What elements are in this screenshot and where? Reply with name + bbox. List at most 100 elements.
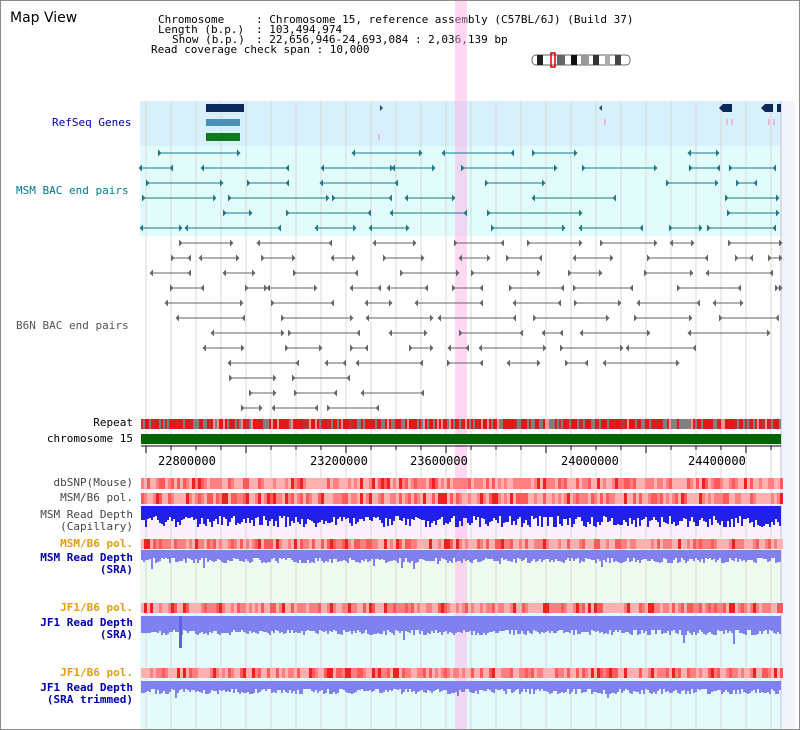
b6n-bac-pair-end	[579, 239, 583, 247]
repeat-segment	[171, 419, 173, 429]
dbsnp-density-cell	[621, 478, 624, 489]
chromosome-ideogram[interactable]	[531, 52, 631, 68]
repeat-segment	[769, 419, 771, 429]
jf1-sra-depth-bar	[243, 616, 245, 632]
msm-sra-depth-bar	[533, 550, 535, 559]
msm-depth-capillary-label-1[interactable]: MSM Read Depth	[40, 508, 133, 521]
msm-bac-pair-end	[179, 224, 183, 232]
msm-sra-depth-bar	[339, 550, 341, 561]
repeat-segment	[685, 419, 687, 429]
msm-sra-depth-bar	[169, 550, 171, 563]
msm-capillary-depth-bar	[517, 506, 519, 519]
msm-b6-pol-label[interactable]: MSM/B6 pol.	[60, 491, 133, 504]
msm-b6-pol-2-cell	[411, 539, 414, 549]
repeat-segment	[639, 419, 641, 429]
b6n-bac-label[interactable]: B6N BAC end pairs	[16, 319, 129, 332]
repeat-segment	[619, 419, 621, 429]
msm-bac-pair-end	[729, 164, 733, 172]
msm-capillary-depth-bar	[703, 506, 705, 521]
repeat-segment	[607, 419, 609, 429]
jf1-b6-pol-cell	[501, 603, 504, 613]
msm-sra-depth-bar	[279, 550, 281, 558]
dbsnp-density-cell	[270, 478, 273, 489]
msm-sra-depth-bar	[583, 550, 585, 562]
msm-sra-depth-bar	[585, 550, 587, 558]
repeat-segment	[491, 419, 493, 429]
jf1-sra-depth-bar	[501, 616, 503, 631]
msm-sra-depth-bar	[505, 550, 507, 559]
repeat-segment	[473, 419, 475, 429]
jf1-b6-pol-cell	[606, 603, 609, 613]
dbsnp-density-cell	[777, 478, 780, 489]
jf1-sra-depth-bar	[655, 616, 657, 634]
jf1-b6-pol-2-cell	[549, 668, 552, 678]
msm-b6-pol-2-label[interactable]: MSM/B6 pol.	[60, 537, 133, 550]
dbsnp-density-cell	[759, 478, 762, 489]
jf1-trim-depth-bar	[349, 681, 351, 693]
repeat-segment	[567, 419, 569, 429]
jf1-trim-depth-bar	[385, 681, 387, 690]
msm-capillary-depth-bar	[357, 506, 359, 522]
dbsnp-density-cell	[300, 478, 303, 489]
msm-b6-pol-cell	[252, 493, 255, 504]
msm-capillary-depth-bar	[545, 506, 547, 517]
msm-b6-pol-cell	[300, 493, 303, 504]
msm-b6-pol-cell	[450, 493, 453, 504]
jf1-b6-pol-cell	[141, 603, 144, 613]
msm-b6-pol-2-cell	[405, 539, 408, 549]
jf1-sra-depth-bar	[569, 616, 571, 633]
dbsnp-density-cell	[618, 478, 621, 489]
jf1-b6-pol-2-cell	[519, 668, 522, 678]
msm-b6-pol-cell	[297, 493, 300, 504]
jf1-depth-trim-label-1[interactable]: JF1 Read Depth	[40, 681, 133, 694]
msm-sra-depth-bar	[167, 550, 169, 559]
jf1-b6-pol-cell	[345, 603, 348, 613]
jf1-b6-pol-label[interactable]: JF1/B6 pol.	[60, 601, 133, 614]
msm-capillary-depth-bar	[603, 506, 605, 516]
repeat-segment	[547, 419, 549, 429]
dbsnp-density-cell	[255, 478, 258, 489]
jf1-sra-depth-bar	[601, 616, 603, 632]
jf1-sra-depth-bar	[777, 616, 779, 632]
jf1-b6-pol-2-cell	[669, 668, 672, 678]
repeat-segment	[611, 419, 613, 429]
jf1-b6-pol-cell	[420, 603, 423, 613]
msm-depth-sra-label-1[interactable]: MSM Read Depth	[40, 551, 133, 564]
jf1-b6-pol-2-cell	[573, 668, 576, 678]
jf1-b6-pol-2-cell	[651, 668, 654, 678]
jf1-b6-pol-cell	[474, 603, 477, 613]
msm-bac-label[interactable]: MSM BAC end pairs	[16, 184, 129, 197]
b6n-bac-pair-end	[454, 239, 458, 247]
dbsnp-density-cell	[741, 478, 744, 489]
msm-b6-pol-2-cell	[306, 539, 309, 549]
repeat-segment	[293, 419, 295, 429]
msm-capillary-depth-bar	[291, 506, 293, 521]
dbsnp-density-cell	[144, 478, 147, 489]
msm-capillary-depth-bar	[631, 506, 633, 524]
dbsnp-density-cell	[600, 478, 603, 489]
jf1-sra-depth-bar	[457, 616, 459, 632]
msm-b6-pol-2-cell	[201, 539, 204, 549]
msm-b6-pol-cell	[750, 493, 753, 504]
jf1-b6-pol-2-label[interactable]: JF1/B6 pol.	[60, 666, 133, 679]
repeat-segment	[613, 419, 615, 429]
repeat-segment	[153, 419, 155, 429]
dbsnp-label[interactable]: dbSNP(Mouse)	[53, 476, 133, 489]
jf1-sra-depth-bar	[511, 616, 513, 630]
msm-b6-pol-cell	[444, 493, 447, 504]
repeat-segment	[723, 419, 725, 429]
msm-sra-depth-bar	[577, 550, 579, 558]
refseq-genes-label[interactable]: RefSeq Genes	[52, 116, 132, 129]
jf1-trim-depth-bar	[299, 681, 301, 694]
msm-b6-pol-2-cell	[294, 539, 297, 549]
msm-b6-pol-cell	[552, 493, 555, 504]
jf1-depth-sra-label-1[interactable]: JF1 Read Depth	[40, 616, 133, 629]
msm-capillary-depth-bar	[141, 506, 143, 520]
jf1-sra-depth-bar	[363, 616, 365, 633]
jf1-b6-pol-2-cell	[363, 668, 366, 678]
jf1-sra-depth-bar	[677, 616, 679, 634]
jf1-trim-depth-bar	[153, 681, 155, 689]
msm-b6-pol-cell	[216, 493, 219, 504]
b6n-bac-pair-end	[568, 269, 572, 277]
jf1-b6-pol-2-cell	[351, 668, 354, 678]
